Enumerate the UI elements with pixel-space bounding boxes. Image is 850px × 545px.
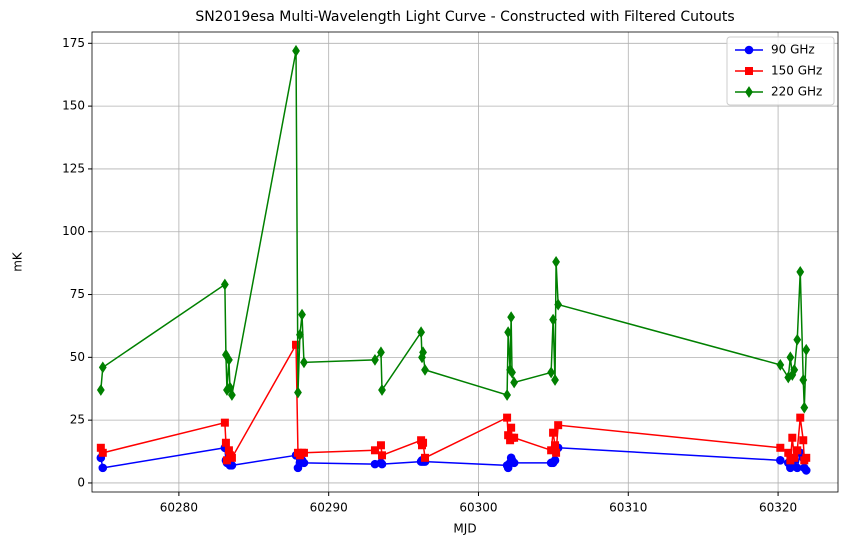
marker — [776, 456, 785, 465]
marker — [554, 421, 563, 430]
legend-marker — [744, 45, 754, 55]
marker — [552, 255, 560, 268]
marker — [299, 448, 308, 457]
y-tick-label: 100 — [62, 224, 85, 238]
marker — [784, 448, 793, 457]
marker — [776, 443, 785, 452]
marker — [225, 353, 233, 366]
series-line — [100, 50, 807, 408]
marker — [507, 311, 516, 324]
marker — [793, 446, 802, 455]
marker — [510, 376, 519, 389]
marker — [421, 363, 429, 376]
plot-frame — [91, 31, 839, 493]
marker — [554, 298, 563, 311]
marker — [377, 346, 385, 359]
marker — [419, 438, 428, 447]
marker — [509, 458, 519, 468]
marker — [793, 333, 802, 346]
marker — [421, 453, 430, 462]
marker — [98, 448, 107, 457]
y-tick-label: 75 — [70, 287, 85, 301]
marker — [786, 351, 795, 364]
marker — [802, 343, 811, 356]
marker — [300, 356, 308, 369]
marker — [228, 389, 236, 401]
marker — [227, 453, 236, 462]
marker — [788, 433, 797, 442]
marker — [417, 326, 426, 339]
marker — [419, 346, 427, 359]
legend-label: 90 GHz — [771, 43, 815, 57]
marker — [98, 463, 108, 473]
marker — [796, 266, 805, 278]
marker — [292, 44, 300, 57]
marker — [799, 436, 808, 445]
marker — [292, 340, 301, 349]
legend-marker — [745, 86, 753, 98]
marker — [377, 459, 387, 469]
marker — [503, 389, 511, 401]
chart-title: SN2019esa Multi-Wavelength Light Curve -… — [195, 9, 734, 25]
legend-label: 220 GHz — [771, 85, 822, 99]
legend-box — [726, 36, 835, 106]
marker — [376, 441, 385, 450]
marker — [96, 384, 105, 396]
y-axis-label: mK — [11, 251, 25, 272]
x-tick-label: 60290 — [310, 501, 348, 515]
x-tick-label: 60320 — [759, 501, 797, 515]
marker — [503, 413, 512, 422]
marker — [802, 453, 811, 462]
marker — [294, 386, 302, 399]
series-line — [100, 342, 807, 463]
legend-marker — [745, 67, 753, 75]
marker — [298, 308, 306, 321]
y-tick-label: 50 — [70, 350, 85, 364]
marker — [790, 453, 799, 462]
marker — [371, 353, 379, 366]
marker — [510, 433, 519, 442]
y-tick-label: 150 — [62, 99, 85, 113]
marker — [220, 418, 229, 427]
marker — [98, 361, 107, 374]
marker — [552, 448, 561, 457]
x-axis-label: MJD — [453, 522, 476, 536]
marker — [551, 374, 559, 386]
y-tick-label: 0 — [77, 475, 85, 489]
marker — [551, 441, 560, 450]
series-line — [100, 446, 807, 471]
marker — [507, 423, 516, 432]
marker — [801, 466, 811, 475]
x-tick-label: 60300 — [459, 501, 497, 515]
x-tick-label: 60310 — [609, 501, 647, 515]
x-tick-label: 60280 — [160, 501, 198, 515]
marker — [800, 401, 809, 414]
y-tick-label: 175 — [62, 36, 85, 50]
marker — [776, 358, 785, 371]
marker — [549, 313, 557, 326]
marker — [220, 278, 229, 291]
marker — [504, 326, 513, 339]
marker — [790, 363, 799, 376]
marker — [299, 458, 309, 468]
marker — [378, 384, 386, 396]
y-tick-label: 25 — [70, 413, 85, 427]
marker — [508, 366, 516, 379]
marker — [799, 374, 808, 386]
marker — [547, 366, 556, 379]
marker — [796, 413, 805, 422]
legend-label: 150 GHz — [771, 64, 822, 78]
marker — [378, 451, 387, 460]
marker — [221, 438, 230, 447]
marker — [549, 428, 558, 437]
marker — [370, 446, 379, 455]
y-tick-label: 125 — [62, 161, 85, 175]
marker — [550, 456, 560, 465]
marker — [792, 463, 802, 473]
marker — [296, 328, 304, 341]
